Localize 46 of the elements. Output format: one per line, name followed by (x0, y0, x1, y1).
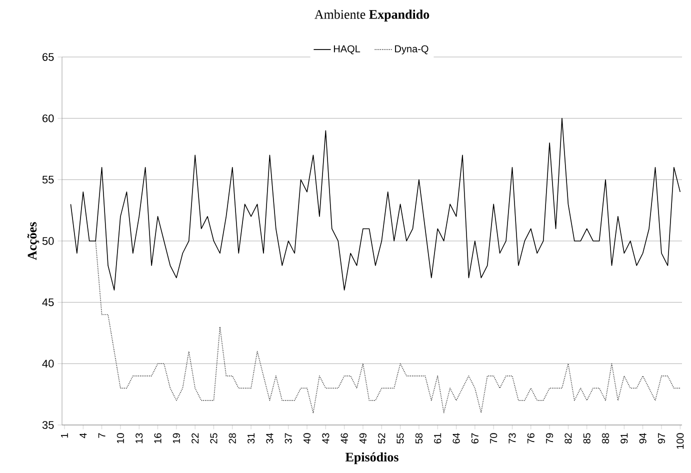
x-tick-label: 1 (61, 433, 68, 438)
y-tick-label: 40 (42, 360, 54, 368)
x-tick-label: 79 (546, 433, 554, 444)
x-tick-label: 91 (620, 433, 628, 444)
y-tick-label: 55 (42, 176, 54, 184)
x-tick-label: 7 (98, 433, 106, 438)
x-tick-label: 49 (359, 433, 367, 444)
y-axis-title: Acções (27, 222, 40, 260)
x-tick-label: 67 (471, 433, 478, 444)
x-axis-title: Episódios (345, 452, 398, 464)
x-tick-label: 76 (527, 433, 534, 444)
x-tick-label: 34 (266, 433, 274, 444)
x-tick-label: 97 (658, 433, 666, 444)
x-tick-label: 31 (248, 433, 255, 444)
x-tick-label: 64 (452, 433, 460, 444)
x-tick-label: 10 (116, 433, 124, 444)
x-tick-label: 73 (508, 433, 516, 444)
x-tick-label: 52 (378, 433, 386, 444)
x-tick-label: 88 (602, 433, 610, 444)
x-tick-label: 61 (434, 433, 442, 444)
x-tick-label: 28 (228, 433, 236, 444)
x-tick-label: 94 (639, 433, 646, 444)
x-tick-label: 4 (80, 433, 87, 438)
x-tick-label: 43 (322, 433, 330, 444)
x-tick-label: 37 (284, 433, 292, 444)
x-tick-label: 16 (154, 433, 162, 444)
x-tick-label: 46 (340, 433, 348, 444)
x-tick-label: 70 (490, 433, 498, 444)
x-tick-label: 19 (172, 433, 180, 444)
x-tick-label: 85 (583, 433, 590, 444)
y-tick-label: 35 (42, 421, 54, 429)
x-tick-label: 58 (415, 433, 422, 444)
x-tick-label: 100 (676, 433, 684, 449)
y-tick-label: 50 (42, 237, 54, 245)
y-tick-label: 45 (42, 298, 54, 306)
x-tick-label: 40 (303, 433, 311, 444)
x-tick-label: 22 (192, 433, 199, 444)
x-tick-label: 55 (396, 433, 404, 444)
x-tick-label: 13 (136, 433, 143, 444)
x-tick-label: 25 (210, 433, 218, 444)
y-tick-label: 65 (42, 53, 54, 61)
legend-label: Dyna-Q (395, 45, 428, 54)
x-tick-label: 82 (564, 433, 572, 444)
chart-title: Ambiente Expandido (314, 10, 430, 22)
legend-label: HAQL (334, 45, 360, 54)
y-tick-label: 60 (42, 114, 54, 122)
